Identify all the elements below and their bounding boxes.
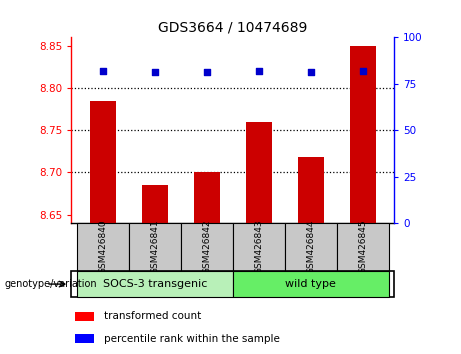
Bar (181, 223, 233, 271)
Text: GSM426841: GSM426841 (150, 219, 159, 274)
Title: GDS3664 / 10474689: GDS3664 / 10474689 (158, 21, 307, 35)
Text: GSM426842: GSM426842 (202, 220, 211, 274)
Bar (75, 334, 94, 343)
Point (99, 68, 106, 74)
Bar (350, 46, 376, 223)
Text: percentile rank within the sample: percentile rank within the sample (104, 333, 280, 344)
Bar (194, 172, 220, 223)
Text: genotype/variation: genotype/variation (5, 279, 97, 289)
Text: GSM426840: GSM426840 (98, 219, 107, 274)
Text: GSM426845: GSM426845 (358, 219, 367, 274)
Bar (90, 101, 116, 223)
Text: transformed count: transformed count (104, 311, 201, 321)
Bar (233, 223, 285, 271)
Bar (246, 122, 272, 223)
Point (151, 70, 159, 75)
Bar (142, 185, 168, 223)
Bar (285, 223, 337, 271)
Bar (77, 271, 233, 297)
Point (359, 68, 366, 74)
Bar (77, 223, 129, 271)
Text: wild type: wild type (285, 279, 337, 289)
Bar (233, 271, 389, 297)
Bar (129, 223, 181, 271)
Bar (298, 157, 324, 223)
Point (203, 70, 211, 75)
Bar (75, 312, 94, 321)
Text: SOCS-3 transgenic: SOCS-3 transgenic (102, 279, 207, 289)
Text: GSM426844: GSM426844 (307, 220, 315, 274)
Bar (337, 223, 389, 271)
Point (255, 68, 262, 74)
Point (307, 70, 314, 75)
Text: GSM426843: GSM426843 (254, 219, 263, 274)
